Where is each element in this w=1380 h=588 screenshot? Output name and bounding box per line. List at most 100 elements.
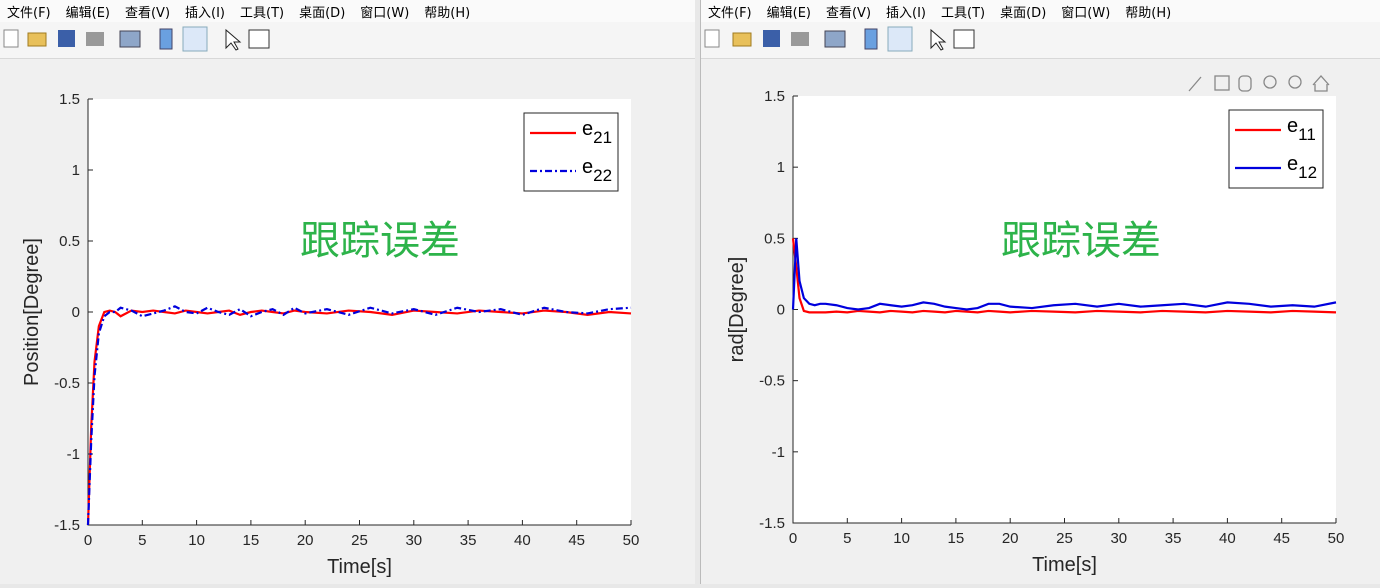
menu-item[interactable]: 文件(F) [708,5,752,21]
x-tick-label: 15 [243,532,260,549]
y-tick-label: 0.5 [59,233,80,250]
x-tick-label: 45 [1273,530,1290,547]
icon-property[interactable] [248,29,270,49]
menu-item[interactable]: 窗口(W) [360,5,410,21]
menu-item[interactable]: 编辑(E) [766,5,811,21]
x-tick-label: 45 [568,532,585,549]
figure-canvas: 0 5 10 15 20 25 30 35 40 45 50 -1.5 -1 -0.5 0 0.5 1 1.5 Ti… [21,91,640,578]
icon-new[interactable] [704,29,720,48]
icon-legend[interactable] [182,26,208,52]
y-axis-label: Position[Degree] [21,238,43,386]
icon-zoom-out[interactable] [1288,75,1302,89]
axes-toolbar [1188,75,1330,92]
x-tick-label: 20 [297,532,314,549]
menu-item[interactable]: 查看(V) [825,5,872,21]
legend-box [523,112,619,192]
y-tick-label: 1.5 [764,88,785,105]
toolbar-icons [704,26,975,52]
icon-property[interactable] [953,29,975,49]
icon-pointer[interactable] [930,28,947,51]
x-tick-label: 15 [948,530,965,547]
icon-link[interactable] [119,30,141,48]
icon-open[interactable] [732,32,752,47]
x-tick-label: 20 [1002,530,1019,547]
icon-link[interactable] [824,30,846,48]
icon-new[interactable] [3,29,19,48]
x-tick-label: 50 [1328,530,1345,547]
series-line [791,238,1337,314]
y-tick-label: -1 [772,444,785,461]
icon-zoom-in[interactable] [1263,75,1277,89]
menu-item[interactable]: 帮助(H) [1125,5,1172,21]
y-tick-label: 1.5 [59,91,80,108]
y-tick-label: -1.5 [54,517,80,534]
legend-label: e22 [582,156,612,185]
menu-item[interactable]: 文件(F) [7,5,51,21]
legend-box [1228,109,1324,189]
x-tick-label: 30 [1110,530,1127,547]
x-tick-label: 35 [460,532,477,549]
series-line [791,238,1337,311]
menu-item[interactable]: 工具(T) [941,5,986,21]
x-axis-label: Time[s] [327,556,392,578]
icon-datatip[interactable] [1214,75,1230,91]
menu-item[interactable]: 帮助(H) [424,5,471,21]
toolbar-icons [3,26,270,52]
annotation: 跟踪误差 [300,219,460,263]
x-tick-label: 5 [138,532,146,549]
figure-canvas: 0 5 10 15 20 25 30 35 40 45 50 -1.5 -1 -0.5 0 0.5 1 1.5 Ti… [726,75,1345,576]
y-tick-label: -0.5 [54,375,80,392]
menu-item[interactable]: 桌面(D) [299,5,346,21]
y-tick-label: 1 [72,162,80,179]
figure-window: 文件(F) 编辑(E) 查看(V) 插入(I) 工具(T) 桌面(D) 窗口(W) 帮助(H)… [0,0,695,578]
x-tick-label: 10 [893,530,910,547]
menu-bar: 文件(F) 编辑(E) 查看(V) 插入(I) 工具(T) 桌面(D) 窗口(W) 帮助(H) [0,0,695,22]
menu-item[interactable]: 窗口(W) [1061,5,1111,21]
y-tick-label: 0 [777,302,785,319]
y-tick-label: 0.5 [764,230,785,247]
x-tick-label: 0 [84,532,92,549]
menu-item[interactable]: 工具(T) [240,5,285,21]
figure-window: 文件(F) 编辑(E) 查看(V) 插入(I) 工具(T) 桌面(D) 窗口(W) 帮助(H)… [700,0,1380,584]
x-tick-label: 5 [843,530,851,547]
menu-bar: 文件(F) 编辑(E) 查看(V) 插入(I) 工具(T) 桌面(D) 窗口(W) 帮助(H) [701,0,1380,22]
icon-colorbar[interactable] [864,28,878,50]
y-tick-label: -0.5 [759,373,785,390]
icon-home[interactable] [1312,75,1330,92]
x-tick-label: 10 [188,532,205,549]
menu-item[interactable]: 插入(I) [886,5,927,21]
icon-brush[interactable] [1188,76,1202,92]
menu-item[interactable]: 插入(I) [185,5,226,21]
menu-item[interactable]: 编辑(E) [65,5,110,21]
x-tick-label: 40 [514,532,531,549]
menu-item[interactable]: 查看(V) [124,5,171,21]
legend-label: e11 [1287,115,1316,144]
icon-save[interactable] [763,30,780,47]
icon-save[interactable] [58,30,75,47]
legend-label: e21 [582,118,612,147]
series-line [86,305,632,526]
icon-pan[interactable] [1238,75,1252,92]
x-tick-label: 0 [789,530,797,547]
icon-legend[interactable] [887,26,913,52]
x-tick-label: 35 [1165,530,1182,547]
y-tick-label: -1 [67,446,80,463]
menu-item[interactable]: 桌面(D) [1000,5,1047,21]
toolbar [0,22,695,59]
x-tick-label: 30 [405,532,422,549]
annotation: 跟踪误差 [1001,219,1161,263]
x-tick-label: 50 [623,532,640,549]
x-tick-label: 40 [1219,530,1236,547]
icon-print[interactable] [86,32,104,46]
toolbar [701,22,1380,59]
y-tick-label: -1.5 [759,515,785,532]
icon-pointer[interactable] [225,28,242,51]
y-tick-label: 0 [72,304,80,321]
x-axis-label: Time[s] [1032,554,1097,576]
icon-open[interactable] [27,32,47,47]
icon-colorbar[interactable] [159,28,173,50]
icon-print[interactable] [791,32,809,46]
x-tick-label: 25 [351,532,368,549]
y-axis-label: rad[Degree] [726,257,748,363]
